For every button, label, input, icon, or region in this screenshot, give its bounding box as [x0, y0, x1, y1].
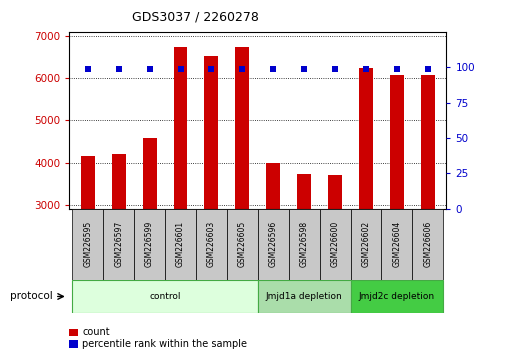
FancyBboxPatch shape — [258, 209, 289, 280]
Text: GSM226603: GSM226603 — [207, 221, 216, 267]
Bar — [112, 154, 126, 209]
FancyBboxPatch shape — [134, 209, 165, 280]
Text: Jmjd1a depletion: Jmjd1a depletion — [266, 292, 343, 301]
Text: GSM226602: GSM226602 — [362, 221, 370, 267]
Text: GSM226596: GSM226596 — [269, 221, 278, 267]
Bar — [81, 156, 95, 209]
Bar — [297, 174, 311, 209]
FancyBboxPatch shape — [258, 280, 350, 313]
Bar — [390, 75, 404, 209]
FancyBboxPatch shape — [350, 209, 381, 280]
FancyBboxPatch shape — [289, 209, 320, 280]
Text: GSM226597: GSM226597 — [114, 221, 123, 267]
Bar — [143, 138, 156, 209]
Text: GSM226600: GSM226600 — [330, 221, 340, 267]
FancyBboxPatch shape — [350, 280, 443, 313]
FancyBboxPatch shape — [381, 209, 412, 280]
Bar — [205, 56, 219, 209]
Bar — [173, 47, 187, 209]
Text: percentile rank within the sample: percentile rank within the sample — [82, 339, 247, 349]
FancyBboxPatch shape — [412, 209, 443, 280]
Text: GSM226604: GSM226604 — [392, 221, 401, 267]
Text: GSM226601: GSM226601 — [176, 221, 185, 267]
Text: protocol: protocol — [10, 291, 53, 302]
Bar — [359, 68, 373, 209]
FancyBboxPatch shape — [165, 209, 196, 280]
FancyBboxPatch shape — [72, 280, 258, 313]
Text: GSM226598: GSM226598 — [300, 221, 309, 267]
Bar — [235, 47, 249, 209]
Text: GSM226599: GSM226599 — [145, 221, 154, 267]
FancyBboxPatch shape — [103, 209, 134, 280]
FancyBboxPatch shape — [320, 209, 350, 280]
Text: GDS3037 / 2260278: GDS3037 / 2260278 — [131, 11, 259, 24]
Text: control: control — [149, 292, 181, 301]
FancyBboxPatch shape — [72, 209, 103, 280]
Text: GSM226595: GSM226595 — [83, 221, 92, 267]
Text: GSM226605: GSM226605 — [238, 221, 247, 267]
FancyBboxPatch shape — [196, 209, 227, 280]
Text: count: count — [82, 327, 110, 337]
Bar — [328, 175, 342, 209]
Text: Jmjd2c depletion: Jmjd2c depletion — [359, 292, 435, 301]
FancyBboxPatch shape — [227, 209, 258, 280]
Bar — [266, 163, 280, 209]
Bar — [421, 75, 435, 209]
Text: GSM226606: GSM226606 — [423, 221, 432, 267]
